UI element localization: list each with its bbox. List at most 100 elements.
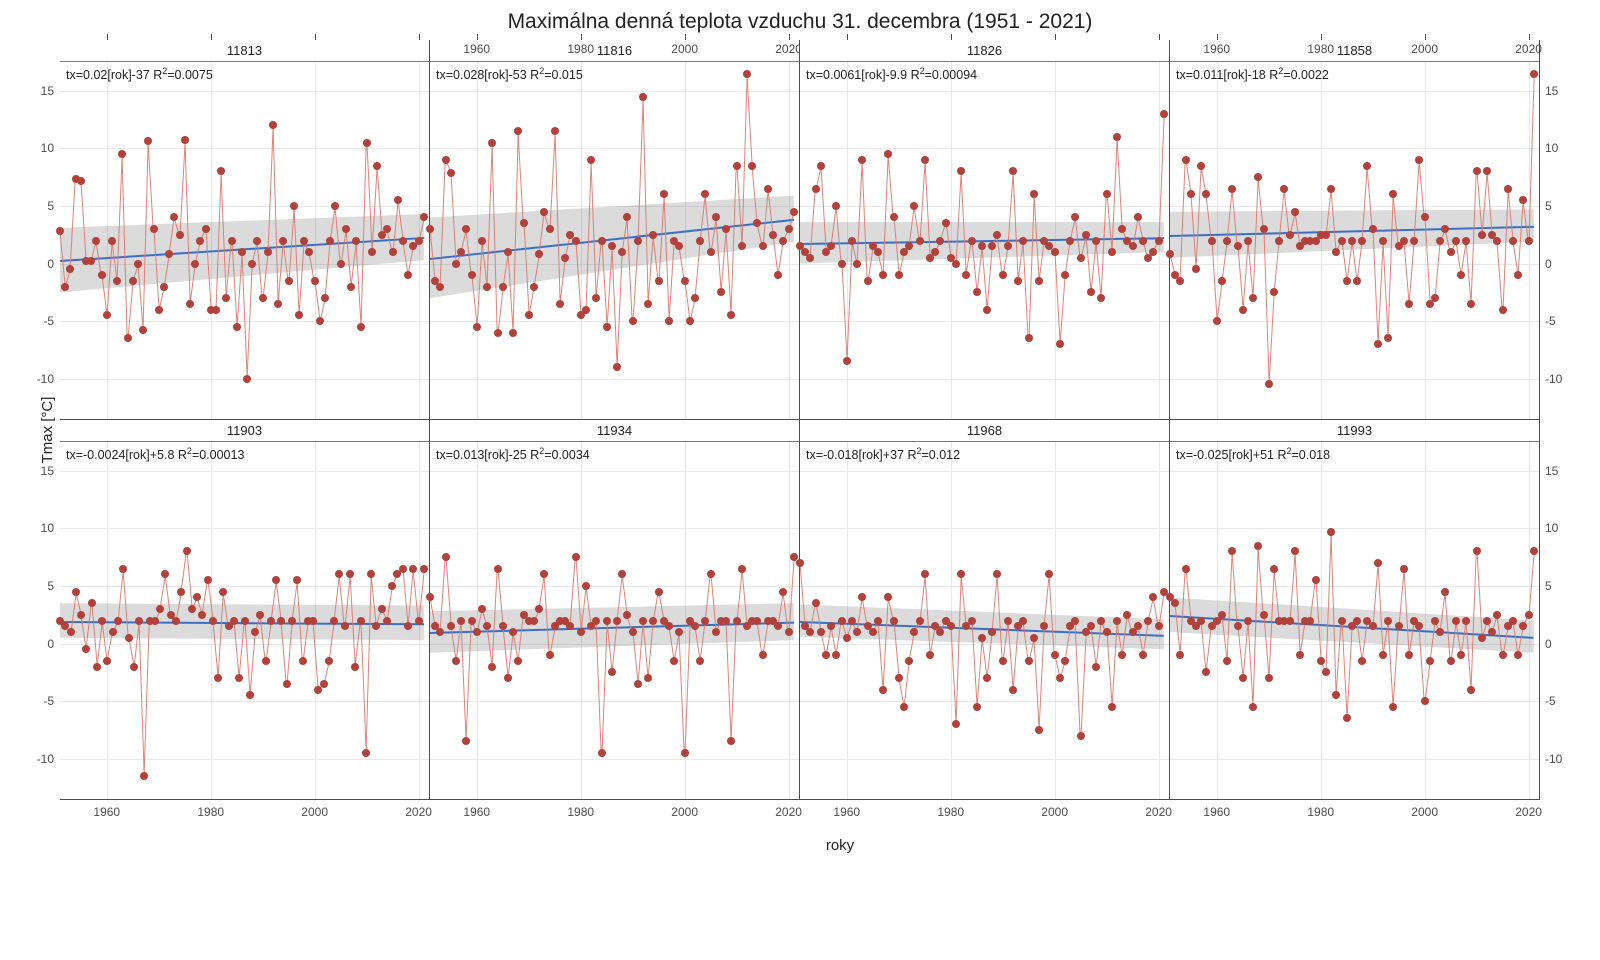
data-point[interactable] bbox=[1030, 634, 1038, 642]
data-point[interactable] bbox=[727, 311, 735, 319]
data-point[interactable] bbox=[993, 231, 1001, 239]
data-point[interactable] bbox=[248, 260, 256, 268]
data-point[interactable] bbox=[191, 260, 199, 268]
data-point[interactable] bbox=[1478, 634, 1486, 642]
data-point[interactable] bbox=[520, 219, 528, 227]
data-point[interactable] bbox=[134, 260, 142, 268]
data-point[interactable] bbox=[1514, 651, 1522, 659]
data-point[interactable] bbox=[999, 271, 1007, 279]
data-point[interactable] bbox=[1223, 237, 1231, 245]
data-point[interactable] bbox=[230, 617, 238, 625]
data-point[interactable] bbox=[1280, 185, 1288, 193]
data-point[interactable] bbox=[753, 219, 761, 227]
data-point[interactable] bbox=[1265, 674, 1273, 682]
data-point[interactable] bbox=[1452, 617, 1460, 625]
data-point[interactable] bbox=[1504, 185, 1512, 193]
data-point[interactable] bbox=[447, 622, 455, 630]
data-point[interactable] bbox=[462, 225, 470, 233]
data-point[interactable] bbox=[457, 617, 465, 625]
data-point[interactable] bbox=[372, 622, 380, 630]
data-point[interactable] bbox=[1218, 277, 1226, 285]
data-point[interactable] bbox=[603, 323, 611, 331]
data-point[interactable] bbox=[109, 628, 117, 636]
data-point[interactable] bbox=[1275, 237, 1283, 245]
data-point[interactable] bbox=[1322, 231, 1330, 239]
data-point[interactable] bbox=[556, 300, 564, 308]
data-point[interactable] bbox=[1197, 162, 1205, 170]
data-point[interactable] bbox=[383, 617, 391, 625]
data-point[interactable] bbox=[701, 190, 709, 198]
data-point[interactable] bbox=[1519, 622, 1527, 630]
data-point[interactable] bbox=[644, 674, 652, 682]
data-point[interactable] bbox=[1286, 231, 1294, 239]
data-point[interactable] bbox=[1040, 622, 1048, 630]
data-point[interactable] bbox=[1389, 190, 1397, 198]
data-point[interactable] bbox=[1155, 622, 1163, 630]
data-point[interactable] bbox=[675, 628, 683, 636]
data-point[interactable] bbox=[330, 617, 338, 625]
data-point[interactable] bbox=[170, 213, 178, 221]
data-point[interactable] bbox=[957, 167, 965, 175]
data-point[interactable] bbox=[1249, 294, 1257, 302]
data-point[interactable] bbox=[779, 588, 787, 596]
data-point[interactable] bbox=[351, 663, 359, 671]
data-point[interactable] bbox=[214, 674, 222, 682]
data-point[interactable] bbox=[499, 283, 507, 291]
data-point[interactable] bbox=[535, 605, 543, 613]
data-point[interactable] bbox=[1234, 622, 1242, 630]
data-point[interactable] bbox=[1410, 237, 1418, 245]
data-point[interactable] bbox=[759, 242, 767, 250]
data-point[interactable] bbox=[655, 277, 663, 285]
data-point[interactable] bbox=[832, 651, 840, 659]
data-point[interactable] bbox=[488, 663, 496, 671]
data-point[interactable] bbox=[561, 254, 569, 262]
data-point[interactable] bbox=[283, 680, 291, 688]
data-point[interactable] bbox=[993, 570, 1001, 578]
data-point[interactable] bbox=[1395, 622, 1403, 630]
data-point[interactable] bbox=[853, 260, 861, 268]
data-point[interactable] bbox=[66, 265, 74, 273]
data-point[interactable] bbox=[125, 634, 133, 642]
data-point[interactable] bbox=[691, 294, 699, 302]
data-point[interactable] bbox=[409, 565, 417, 573]
data-point[interactable] bbox=[1291, 208, 1299, 216]
data-point[interactable] bbox=[183, 547, 191, 555]
data-point[interactable] bbox=[1244, 617, 1252, 625]
data-point[interactable] bbox=[613, 363, 621, 371]
data-point[interactable] bbox=[144, 137, 152, 145]
data-point[interactable] bbox=[727, 737, 735, 745]
data-point[interactable] bbox=[404, 271, 412, 279]
data-point[interactable] bbox=[1144, 617, 1152, 625]
data-point[interactable] bbox=[608, 668, 616, 676]
data-point[interactable] bbox=[931, 248, 939, 256]
data-point[interactable] bbox=[738, 565, 746, 573]
data-point[interactable] bbox=[357, 617, 365, 625]
data-point[interactable] bbox=[587, 156, 595, 164]
data-point[interactable] bbox=[769, 231, 777, 239]
data-point[interactable] bbox=[848, 617, 856, 625]
data-point[interactable] bbox=[1363, 162, 1371, 170]
data-point[interactable] bbox=[785, 225, 793, 233]
data-point[interactable] bbox=[1071, 213, 1079, 221]
data-point[interactable] bbox=[864, 277, 872, 285]
data-point[interactable] bbox=[404, 622, 412, 630]
data-point[interactable] bbox=[1296, 651, 1304, 659]
data-point[interactable] bbox=[890, 617, 898, 625]
data-point[interactable] bbox=[300, 237, 308, 245]
data-point[interactable] bbox=[88, 599, 96, 607]
data-point[interactable] bbox=[812, 185, 820, 193]
data-point[interactable] bbox=[1415, 156, 1423, 164]
data-point[interactable] bbox=[660, 190, 668, 198]
data-point[interactable] bbox=[494, 329, 502, 337]
data-point[interactable] bbox=[362, 749, 370, 757]
data-point[interactable] bbox=[1348, 237, 1356, 245]
data-point[interactable] bbox=[420, 213, 428, 221]
data-point[interactable] bbox=[259, 294, 267, 302]
data-point[interactable] bbox=[707, 570, 715, 578]
data-point[interactable] bbox=[748, 162, 756, 170]
data-point[interactable] bbox=[1462, 237, 1470, 245]
data-point[interactable] bbox=[1092, 663, 1100, 671]
data-point[interactable] bbox=[1467, 686, 1475, 694]
data-point[interactable] bbox=[1467, 300, 1475, 308]
data-point[interactable] bbox=[1400, 237, 1408, 245]
